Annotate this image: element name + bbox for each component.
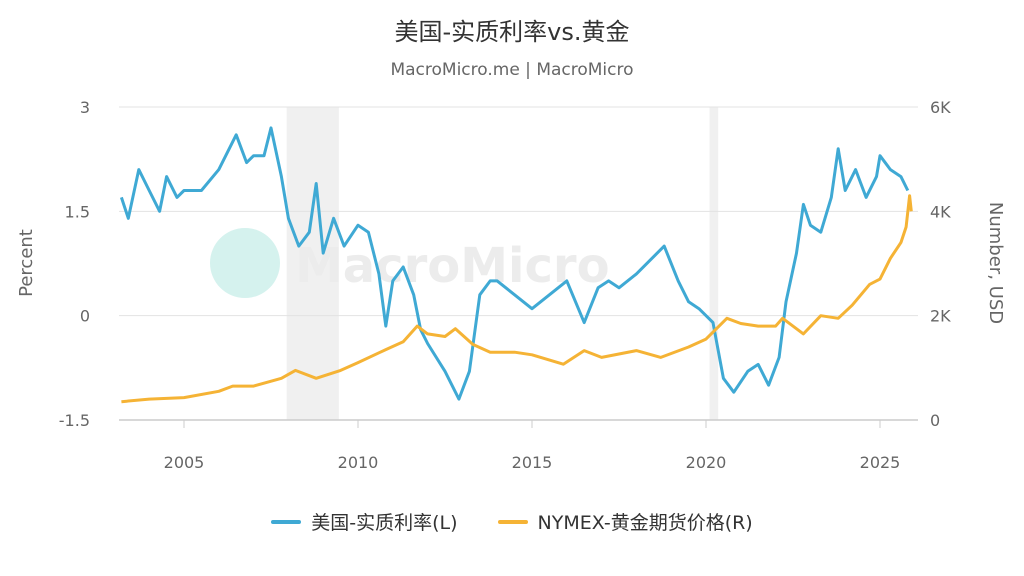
legend-item-real-rate[interactable]: 美国-实质利率(L) (271, 508, 458, 535)
legend-label-gold: NYMEX-黄金期货价格(R) (537, 512, 753, 534)
chart-subtitle: MacroMicro.me | MacroMicro (390, 60, 634, 80)
watermark-logo (210, 228, 280, 298)
x-tick-label: 2010 (338, 453, 379, 472)
recession-band (286, 107, 339, 420)
x-tick-label: 2005 (164, 453, 205, 472)
recession-band (709, 107, 719, 420)
series-line-real-rate (119, 126, 910, 401)
series-line-gold (121, 194, 913, 404)
legend-swatch-gold (497, 519, 528, 524)
y-left-tick-label: 0 (80, 307, 90, 326)
y-right-tick-label: 0 (930, 411, 940, 430)
y-right-axis-label: Number, USD (985, 202, 1006, 324)
y-right-tick-label: 2K (930, 307, 951, 326)
x-tick-label: 2015 (512, 453, 553, 472)
legend-label-real-rate: 美国-实质利率(L) (311, 512, 458, 534)
y-left-axis-label: Percent (16, 229, 37, 297)
y-left-tick-label: -1.5 (59, 411, 90, 430)
y-right-tick-label: 4K (930, 202, 951, 221)
chart-title: 美国-实质利率vs.黄金 (394, 18, 630, 46)
y-left-tick-label: 3 (80, 98, 90, 117)
x-tick-label: 2025 (860, 453, 901, 472)
watermark-text: MacroMicro (295, 238, 610, 294)
legend: 美国-实质利率(L) NYMEX-黄金期货价格(R) (0, 508, 1024, 535)
legend-swatch-real-rate (271, 519, 302, 524)
y-right-tick-label: 6K (930, 98, 951, 117)
x-tick-label: 2020 (686, 453, 727, 472)
legend-item-gold[interactable]: NYMEX-黄金期货价格(R) (497, 508, 753, 535)
y-left-tick-label: 1.5 (65, 202, 90, 221)
